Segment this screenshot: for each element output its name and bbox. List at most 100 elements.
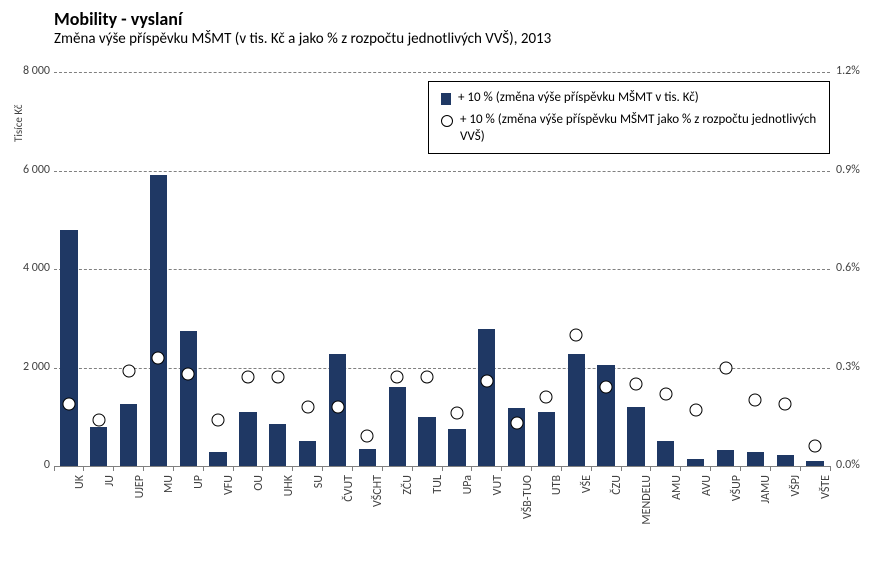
- legend-item-marker: + 10 % (změna výše příspěvku MŠMT jako %…: [441, 112, 817, 145]
- marker-circle-icon: [271, 371, 284, 384]
- x-tick: [143, 466, 144, 471]
- x-category-label: UPa: [461, 475, 475, 575]
- bar: [806, 461, 823, 466]
- x-category-label: AVU: [700, 475, 714, 575]
- bar: [747, 452, 764, 466]
- x-category-label: MENDELU: [640, 475, 654, 575]
- x-tick: [54, 466, 55, 471]
- bar: [180, 331, 197, 466]
- x-tick: [531, 466, 532, 471]
- x-tick: [83, 466, 84, 471]
- y-axis-left-title: Tisíce Kč: [12, 105, 25, 142]
- x-tick: [680, 466, 681, 471]
- x-tick: [471, 466, 472, 471]
- chart-root: Mobility - vyslaní Změna výše příspěvku …: [0, 0, 880, 524]
- legend-label-bar: + 10 % (změna výše příspěvku MŠMT v tis.…: [458, 90, 699, 106]
- marker-circle-icon: [630, 377, 643, 390]
- marker-circle-icon: [212, 414, 225, 427]
- bar: [299, 441, 316, 466]
- x-tick: [292, 466, 293, 471]
- x-tick: [352, 466, 353, 471]
- x-tick: [770, 466, 771, 471]
- x-tick: [173, 466, 174, 471]
- bar: [60, 230, 77, 466]
- legend-item-bar: + 10 % (změna výše příspěvku MŠMT v tis.…: [441, 90, 817, 106]
- y-right-tick-label: 0.6%: [836, 261, 860, 275]
- marker-circle-icon: [659, 387, 672, 400]
- y-right-tick-label: 0.3%: [836, 360, 860, 374]
- x-category-label: MU: [162, 475, 176, 575]
- y-left-tick-label: 0: [10, 458, 50, 472]
- x-category-label: VUT: [491, 475, 505, 575]
- gridline: [54, 269, 830, 270]
- bar: [389, 387, 406, 466]
- marker-circle-icon: [301, 400, 314, 413]
- bar: [239, 412, 256, 466]
- y-left-tick-label: 2 000: [10, 360, 50, 374]
- x-category-label: VFU: [222, 475, 236, 575]
- x-category-label: VŠE: [580, 475, 594, 575]
- gridline: [54, 72, 830, 73]
- x-tick: [322, 466, 323, 471]
- legend-swatch-bar-icon: [441, 93, 451, 105]
- bar: [448, 429, 465, 466]
- x-category-label: ZČU: [401, 475, 415, 575]
- marker-circle-icon: [719, 361, 732, 374]
- bar: [777, 455, 794, 466]
- bar: [538, 412, 555, 466]
- x-category-label: ČZU: [610, 475, 624, 575]
- marker-circle-icon: [480, 374, 493, 387]
- x-tick: [621, 466, 622, 471]
- x-category-label: VŠUP: [730, 475, 744, 575]
- bar: [568, 354, 585, 466]
- y-right-tick-label: 1.2%: [836, 64, 860, 78]
- bar: [150, 175, 167, 466]
- marker-circle-icon: [152, 351, 165, 364]
- x-category-label: UP: [192, 475, 206, 575]
- x-tick: [233, 466, 234, 471]
- marker-circle-icon: [62, 397, 75, 410]
- x-tick: [710, 466, 711, 471]
- x-tick: [412, 466, 413, 471]
- marker-circle-icon: [92, 414, 105, 427]
- bar: [717, 450, 734, 466]
- bar: [209, 452, 226, 466]
- x-category-label: VŠPJ: [789, 475, 803, 575]
- x-tick: [442, 466, 443, 471]
- marker-circle-icon: [421, 371, 434, 384]
- marker-circle-icon: [122, 364, 135, 377]
- y-left-tick-label: 8 000: [10, 64, 50, 78]
- legend-box: + 10 % (změna výše příspěvku MŠMT v tis.…: [428, 81, 830, 154]
- marker-circle-icon: [689, 404, 702, 417]
- x-tick: [800, 466, 801, 471]
- x-category-label: VŠCHT: [371, 475, 385, 575]
- x-tick: [830, 466, 831, 471]
- x-category-label: OU: [252, 475, 266, 575]
- x-tick: [262, 466, 263, 471]
- marker-circle-icon: [361, 430, 374, 443]
- x-category-label: UTB: [550, 475, 564, 575]
- x-category-label: AMU: [670, 475, 684, 575]
- x-category-label: UK: [73, 475, 87, 575]
- x-category-label: JAMU: [759, 475, 773, 575]
- bar: [90, 427, 107, 466]
- gridline: [54, 171, 830, 172]
- x-category-label: VŠTE: [819, 475, 833, 575]
- chart-title: Mobility - vyslaní: [54, 8, 182, 30]
- marker-circle-icon: [540, 391, 553, 404]
- x-category-label: UJEP: [133, 475, 147, 575]
- bar: [269, 424, 286, 466]
- bar: [418, 417, 435, 466]
- gridline: [54, 368, 830, 369]
- y-right-tick-label: 0.9%: [836, 163, 860, 177]
- bar: [359, 449, 376, 466]
- x-tick: [382, 466, 383, 471]
- marker-circle-icon: [779, 397, 792, 410]
- x-category-label: JU: [103, 475, 117, 575]
- marker-circle-icon: [749, 394, 762, 407]
- marker-circle-icon: [570, 328, 583, 341]
- y-right-tick-label: 0.0%: [836, 458, 860, 472]
- marker-circle-icon: [600, 381, 613, 394]
- x-tick: [113, 466, 114, 471]
- bar: [627, 407, 644, 466]
